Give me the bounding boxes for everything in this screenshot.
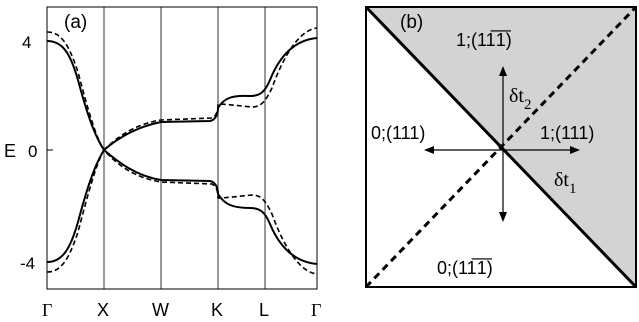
ytick-label-4: 4 (22, 33, 31, 52)
xtick-label-gamma-end: Γ (311, 300, 321, 320)
ytick-label-minus4: -4 (20, 254, 35, 273)
dt2-arrow-up-icon (499, 66, 507, 76)
dt1-arrow-left-icon (424, 146, 434, 154)
region-label-bottom: 0;(11̅1̅) (437, 258, 493, 278)
region-label-right: 1;(111) (540, 123, 594, 143)
dt2-symbol: δt (509, 85, 524, 107)
region-label-left: 0;(111) (371, 123, 425, 143)
panel-a-frame (46, 6, 318, 290)
xtick-label-w: W (152, 300, 169, 320)
dt1-arrow-right-icon (570, 146, 580, 154)
y-axis-label: E (4, 141, 16, 161)
band-dashed-lower (46, 148, 318, 275)
panel-b-frame (365, 6, 637, 288)
band-solid-upper (46, 37, 318, 152)
region-label-top: 1;(11̅1̅) (456, 30, 512, 50)
panel-a: (a) E 4 0 -4 Γ X W K L Γ (4, 6, 321, 320)
xtick-label-x: X (97, 300, 109, 320)
dt1-symbol: δt (554, 169, 569, 191)
band-dashed-upper (46, 27, 318, 152)
panel-b-label: (b) (400, 12, 423, 33)
dt2-arrow-down-icon (499, 212, 507, 222)
xtick-label-gamma-start: Γ (42, 300, 52, 320)
ytick-label-0: 0 (28, 142, 37, 161)
dt2-label: δt2 (509, 85, 531, 113)
xtick-label-k: K (211, 300, 223, 320)
dt2-subscript: 2 (524, 97, 532, 113)
dt1-label: δt1 (554, 169, 576, 197)
phase-boundary-dashed (364, 5, 638, 289)
band-solid-lower (46, 148, 318, 265)
dt1-subscript: 1 (569, 181, 577, 197)
panel-b: (b) 1;(11̅1̅) 0;(111) 1;(111) 0;(11̅1̅) … (364, 5, 638, 289)
xtick-label-l: L (259, 300, 269, 320)
panel-a-label: (a) (64, 12, 87, 33)
